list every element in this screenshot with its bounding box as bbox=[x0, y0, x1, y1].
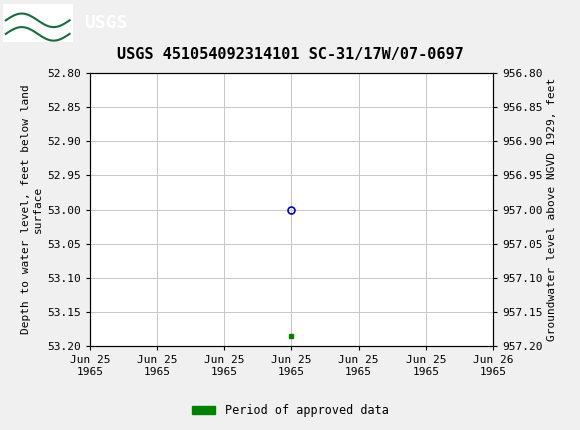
Legend: Period of approved data: Period of approved data bbox=[187, 399, 393, 422]
Y-axis label: Depth to water level, feet below land
surface: Depth to water level, feet below land su… bbox=[21, 85, 43, 335]
Text: USGS 451054092314101 SC-31/17W/07-0697: USGS 451054092314101 SC-31/17W/07-0697 bbox=[117, 47, 463, 62]
Y-axis label: Groundwater level above NGVD 1929, feet: Groundwater level above NGVD 1929, feet bbox=[547, 78, 557, 341]
FancyBboxPatch shape bbox=[3, 3, 72, 42]
Text: USGS: USGS bbox=[84, 14, 128, 31]
